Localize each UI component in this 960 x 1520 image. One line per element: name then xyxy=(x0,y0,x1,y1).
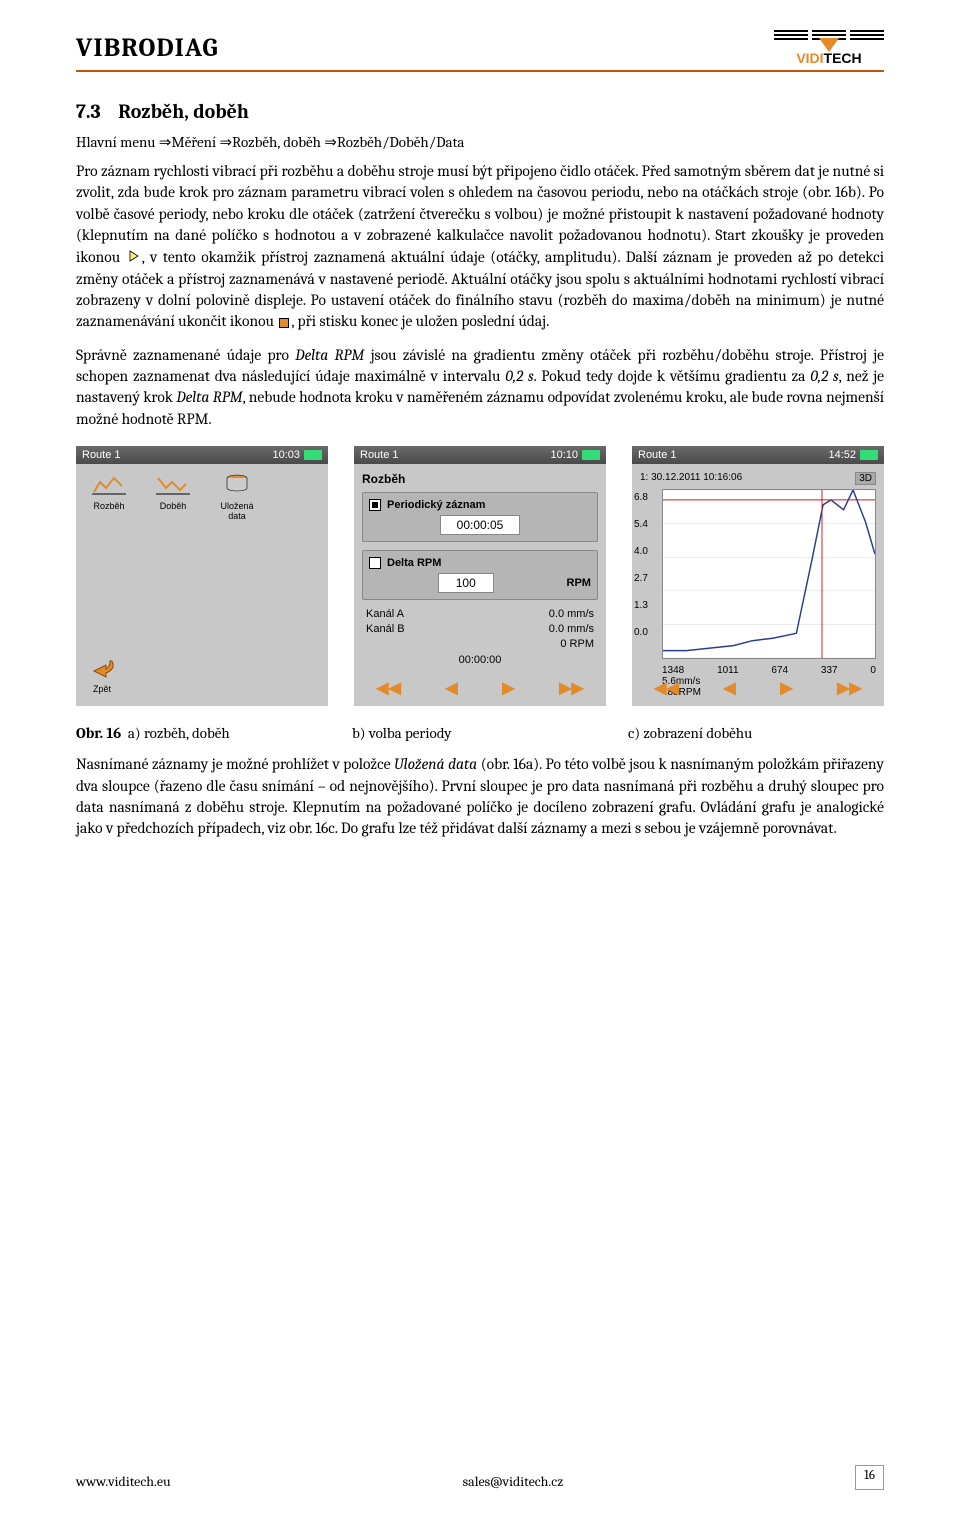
stop-icon xyxy=(279,318,289,328)
ulozena-data-icon[interactable]: Uložená data xyxy=(212,472,262,522)
battery-icon xyxy=(582,450,600,460)
page-number: 16 xyxy=(855,1465,884,1490)
chart-timestamp: 1: 30.12.2011 10:16:06 xyxy=(640,472,742,485)
shot-a-time: 10:03 xyxy=(272,449,300,461)
screenshot-c: Route 1 14:52 1: 30.12.2011 10:16:06 3D … xyxy=(632,446,884,706)
next-icon[interactable]: ▶▶ xyxy=(837,678,862,698)
section-title: Rozběh, doběh xyxy=(118,100,249,123)
prev-icon[interactable]: ◀◀ xyxy=(376,678,401,698)
rozbeh-icon[interactable]: Rozběh xyxy=(84,472,134,522)
page-header: VIBRODIAG VIDITECH xyxy=(76,30,884,72)
battery-icon xyxy=(860,450,878,460)
battery-icon xyxy=(304,450,322,460)
back-button[interactable]: Zpět xyxy=(86,657,118,694)
paragraph-1: Pro záznam rychlosti vibrací při rozběhu… xyxy=(76,161,884,333)
shot-c-title: Route 1 xyxy=(638,449,677,461)
screenshot-a: Route 1 10:03 Rozběh Doběh Uložená data xyxy=(76,446,328,706)
figure-caption: Obr. 16 a) rozběh, doběh b) volba period… xyxy=(76,724,884,742)
next-icon[interactable]: ▶▶ xyxy=(559,678,584,698)
periodic-checkbox[interactable] xyxy=(369,499,381,511)
section-heading: 7.3 Rozběh, doběh xyxy=(76,100,884,123)
rozbeh-heading: Rozběh xyxy=(362,472,598,486)
prev1-icon[interactable]: ◀ xyxy=(723,678,735,698)
paragraph-2: Správně zaznamenané údaje pro Delta RPM … xyxy=(76,345,884,431)
section-number: 7.3 xyxy=(76,100,101,123)
delta-value[interactable]: 100 xyxy=(438,573,494,593)
mode-3d[interactable]: 3D xyxy=(855,472,876,485)
play-ctl-icon[interactable]: ▶ xyxy=(502,678,514,698)
shot-c-time: 14:52 xyxy=(828,449,856,461)
screenshot-b: Route 1 10:10 Rozběh Periodický záznam 0… xyxy=(354,446,606,706)
delta-checkbox[interactable] xyxy=(369,557,381,569)
x-axis-labels: 1348 1011 674 337 0 xyxy=(662,665,876,676)
svg-text:VIDITECH: VIDITECH xyxy=(796,50,861,66)
shot-b-time: 10:10 xyxy=(550,449,578,461)
footer-email: sales@viditech.cz xyxy=(463,1473,564,1490)
viditech-logo: VIDITECH xyxy=(774,30,884,66)
y-axis-labels: 6.8 5.4 4.0 2.7 1.3 0.0 xyxy=(634,492,648,638)
periodic-value[interactable]: 00:00:05 xyxy=(440,515,520,535)
screenshots-row: Route 1 10:03 Rozběh Doběh Uložená data xyxy=(76,446,884,706)
prev1-icon[interactable]: ◀ xyxy=(445,678,457,698)
line-chart[interactable] xyxy=(662,489,876,659)
shot-a-title: Route 1 xyxy=(82,449,121,461)
play-icon xyxy=(128,247,140,268)
dobeh-icon[interactable]: Doběh xyxy=(148,472,198,522)
menu-path: Hlavní menu ⇒Měření ⇒Rozběh, doběh ⇒Rozb… xyxy=(76,133,884,151)
footer-url: www.viditech.eu xyxy=(76,1473,171,1490)
doc-title: VIBRODIAG xyxy=(76,33,219,63)
next1-icon[interactable]: ▶ xyxy=(780,678,792,698)
paragraph-3: Nasnímané záznamy je možné prohlížet v p… xyxy=(76,754,884,840)
shot-b-title: Route 1 xyxy=(360,449,399,461)
prev-icon[interactable]: ◀◀ xyxy=(654,678,679,698)
page-footer: www.viditech.eu sales@viditech.cz 16 xyxy=(76,1465,884,1490)
